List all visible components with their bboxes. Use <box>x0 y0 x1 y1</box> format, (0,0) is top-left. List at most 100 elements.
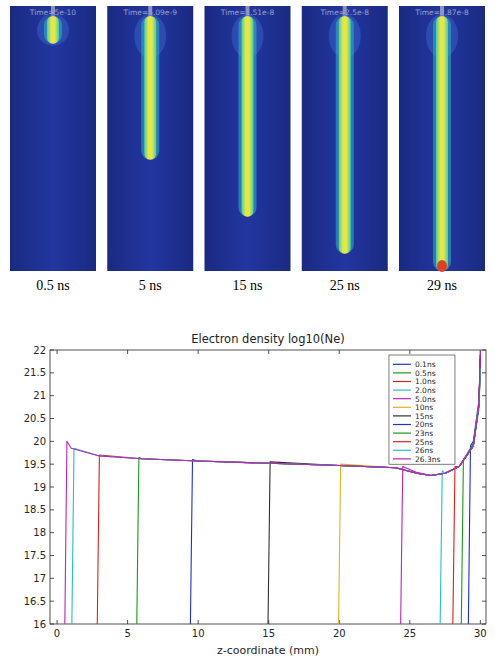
y-tick <box>482 578 486 579</box>
legend-swatch <box>393 433 411 434</box>
snapshot-title: Time=1.51e-8 <box>220 8 275 17</box>
snapshot: Time=2.5e-8 25 ns <box>302 6 388 293</box>
snapshot: Time=1.51e-8 15 ns <box>205 6 291 293</box>
channel-tip <box>437 260 447 272</box>
series-line <box>453 355 481 624</box>
figure: Time=5e-10 0.5 ns Time=5.09e-9 5 ns Time=1.5… <box>0 0 495 668</box>
x-tick-label: 15 <box>262 628 275 639</box>
snapshot-background <box>302 6 388 271</box>
y-tick <box>482 441 486 442</box>
y-tick-label: 18.5 <box>24 504 46 515</box>
channel-halo <box>44 16 62 44</box>
x-tick <box>409 350 410 354</box>
y-tick <box>50 395 54 396</box>
y-tick <box>50 509 54 510</box>
snapshot-background <box>10 6 96 271</box>
legend-swatch <box>393 441 411 442</box>
glow <box>37 14 69 46</box>
x-tick <box>127 620 128 624</box>
series-group <box>65 350 481 624</box>
x-tick-label: 10 <box>192 628 205 639</box>
snapshot-caption: 5 ns <box>139 278 162 293</box>
y-tick <box>50 418 54 419</box>
y-tick <box>482 395 486 396</box>
channel <box>242 16 254 217</box>
x-tick <box>339 350 340 354</box>
legend: 0.1ns0.5ns1.0ns2.0ns5.0ns10ns15ns20ns23n… <box>389 355 455 464</box>
snapshot-caption: 25 ns <box>330 278 360 293</box>
y-tick <box>50 487 54 488</box>
y-tick <box>50 532 54 533</box>
y-tick-label: 21 <box>33 390 46 401</box>
y-tick-label: 20.5 <box>24 413 46 424</box>
snapshot-caption: 0.5 ns <box>36 278 69 293</box>
y-tick-label: 19 <box>33 482 46 493</box>
legend-label: 26.3ns <box>415 455 440 464</box>
y-tick-label: 17 <box>33 573 46 584</box>
y-tick <box>50 350 54 351</box>
legend-swatch <box>393 381 411 382</box>
series-line <box>72 368 480 624</box>
x-tick-label: 5 <box>124 628 130 639</box>
y-tick-label: 16.5 <box>24 596 46 607</box>
snapshot-title: Time=5.09e-9 <box>123 8 178 17</box>
legend-swatch <box>393 458 411 459</box>
y-tick <box>482 418 486 419</box>
legend-swatch <box>393 390 411 391</box>
y-tick <box>482 532 486 533</box>
series-line <box>468 355 480 624</box>
y-tick <box>482 372 486 373</box>
x-tick <box>268 350 269 354</box>
y-tick <box>50 624 54 625</box>
y-tick <box>50 578 54 579</box>
snapshot: Time=5e-10 0.5 ns <box>10 6 96 293</box>
x-tick <box>480 620 481 624</box>
channel <box>339 16 351 254</box>
x-tick-label: 20 <box>333 628 346 639</box>
series-line <box>190 355 480 624</box>
series-line <box>137 364 481 624</box>
chart-title: Electron density log10(Ne) <box>191 332 344 346</box>
y-tick-label: 16 <box>33 619 46 630</box>
snapshot-title: Time=5e-10 <box>29 8 77 17</box>
y-tick-label: 21.5 <box>24 367 46 378</box>
y-tick <box>50 555 54 556</box>
legend-swatch <box>393 398 411 399</box>
channel <box>144 16 156 160</box>
snapshot-caption: 15 ns <box>233 278 263 293</box>
snapshot-background <box>205 6 291 271</box>
y-tick <box>50 601 54 602</box>
x-tick <box>198 620 199 624</box>
y-tick-label: 22 <box>33 345 46 356</box>
chart: Electron density log10(Ne)05101520253016… <box>24 332 487 657</box>
y-tick-label: 19.5 <box>24 459 46 470</box>
snapshot-title: Time=2.5e-8 <box>319 8 369 17</box>
channel-halo <box>239 16 257 217</box>
channel <box>436 16 448 271</box>
y-tick <box>482 555 486 556</box>
y-tick <box>50 464 54 465</box>
y-tick-label: 20 <box>33 436 46 447</box>
channel-halo <box>433 16 451 271</box>
y-tick <box>50 372 54 373</box>
snapshot-title: Time=2.87e-8 <box>414 8 469 17</box>
x-tick <box>409 620 410 624</box>
plot-frame <box>50 350 486 624</box>
x-tick-label: 30 <box>474 628 487 639</box>
channel-halo <box>141 16 159 160</box>
y-tick-label: 17.5 <box>24 550 46 561</box>
x-tick <box>127 350 128 354</box>
y-tick <box>50 441 54 442</box>
channel-halo <box>336 16 354 254</box>
y-tick <box>482 464 486 465</box>
legend-swatch <box>393 424 411 425</box>
x-tick-label: 0 <box>54 628 60 639</box>
x-tick <box>198 350 199 354</box>
snapshot: Time=2.87e-8 29 ns <box>399 6 485 293</box>
y-tick <box>482 350 486 351</box>
legend-swatch <box>393 372 411 373</box>
y-tick <box>482 624 486 625</box>
x-axis-title: z-coordinate (mm) <box>217 644 319 657</box>
snapshot-caption: 29 ns <box>427 278 457 293</box>
legend-swatch <box>393 450 411 451</box>
